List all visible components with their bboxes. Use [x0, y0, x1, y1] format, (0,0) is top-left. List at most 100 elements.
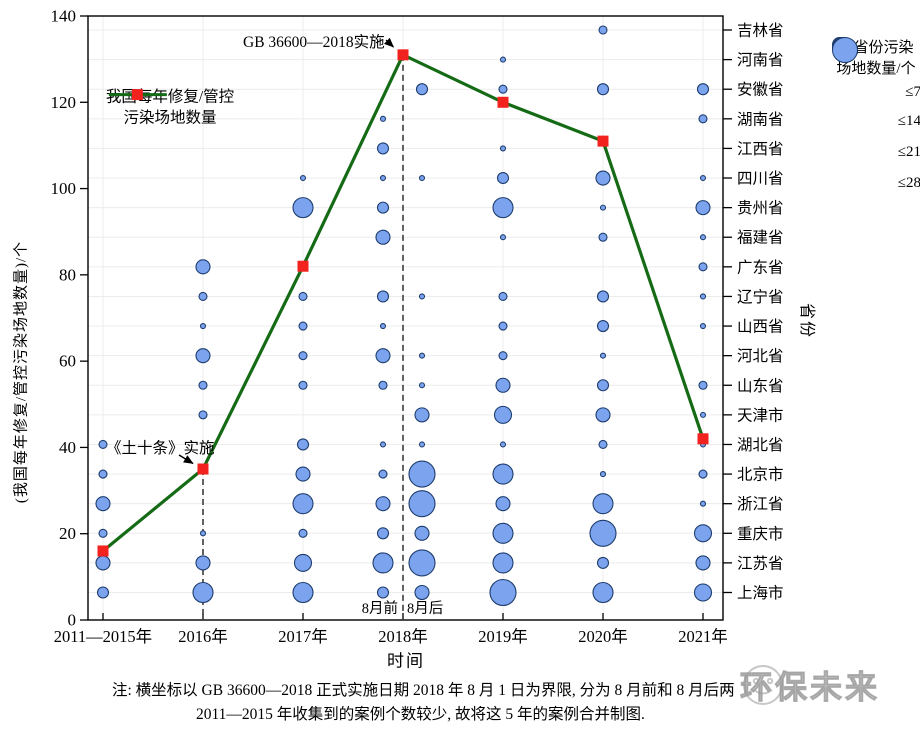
province-label: 重庆市 [737, 525, 784, 543]
bubble-2017年-浙江省 [292, 493, 314, 515]
bubble-2018年 8月前-辽宁省 [376, 290, 390, 303]
bubble-2017年-重庆市 [298, 528, 308, 538]
bubble-2018年 8月前-山东省 [378, 380, 388, 390]
bubble-2016年-天津市 [198, 410, 208, 420]
bubble-2016年-山西省 [199, 322, 207, 330]
bubble-2021年-山西省 [699, 322, 707, 330]
bubble-2020年-上海市 [592, 581, 614, 604]
x-tick-label: 2020年 [578, 627, 628, 646]
bubble-2018年 8月前-福建省 [375, 229, 391, 245]
x-tick-label: 2016年 [178, 627, 228, 646]
bubble-2021年-北京市 [698, 469, 708, 479]
bubble-2018年 8月前-浙江省 [375, 496, 391, 512]
bubble-2018年 8月后-天津市 [414, 407, 430, 423]
x-tick-label: 2011—2015年 [54, 627, 152, 646]
bubble-2019年-湖北省 [499, 441, 507, 448]
bubble-2019年-四川省 [496, 171, 510, 185]
line-legend-text-2: 污染场地数量 [123, 109, 217, 127]
bubble-2020年-北京市 [599, 471, 607, 478]
bubble-2020年-山东省 [596, 379, 610, 392]
bubble-2016年-重庆市 [199, 530, 207, 537]
province-label: 安徽省 [737, 81, 784, 99]
line-marker [197, 463, 209, 475]
bubble-2016年-山东省 [198, 380, 208, 390]
bubble-2020年-四川省 [595, 170, 611, 186]
bubble-2020年-江苏省 [596, 556, 610, 569]
bubble-2020年-浙江省 [592, 493, 614, 515]
bubble-2020年-辽宁省 [596, 290, 610, 303]
bubble-2011—2015年-江苏省 [95, 555, 111, 571]
bubble-2018年 8月前-江西省 [376, 142, 390, 155]
bubble-legend-label: ≤14 [897, 113, 920, 129]
bubble-2017年-北京市 [295, 466, 311, 482]
right-axis-title: 省份 [798, 302, 815, 340]
bubble-2018年 8月后-北京市 [408, 460, 436, 488]
bubble-2011—2015年-重庆市 [98, 528, 108, 538]
bubble-legend-circle-icon [832, 37, 858, 63]
bubble-2021年-安徽省 [696, 83, 710, 96]
bubble-2011—2015年-北京市 [98, 469, 108, 479]
bubble-2018年 8月后-湖北省 [418, 441, 426, 448]
bubble-2020年-湖北省 [598, 439, 608, 450]
bubble-2021年-湖南省 [698, 114, 708, 124]
bubble-2018年 8月后-上海市 [414, 584, 430, 601]
bubble-legend-item: ≤7 [831, 37, 920, 101]
bubble-2011—2015年-湖北省 [98, 439, 108, 450]
y-tick-label: 140 [51, 7, 77, 26]
bubble-2018年 8月前-上海市 [376, 586, 390, 599]
bubble-2011—2015年-浙江省 [95, 496, 111, 512]
bubble-2018年 8月后-安徽省 [415, 83, 429, 96]
bubble-legend-label: ≤7 [905, 84, 920, 100]
bubble-2019年-浙江省 [495, 496, 511, 512]
bubble-2019年-江西省 [499, 145, 507, 152]
bubble-2016年-广东省 [195, 259, 211, 275]
y-axis-title: (我国每年修复/管控污染场地数量)/个 [13, 240, 30, 504]
bubble-2019年-贵州省 [492, 197, 514, 219]
bubble-2016年-辽宁省 [198, 291, 208, 301]
bubble-2020年-贵州省 [599, 204, 607, 211]
province-label: 福建省 [737, 229, 784, 247]
bubble-2019年-山西省 [498, 321, 508, 331]
watermark-text: 环保未来 [739, 669, 881, 706]
x-axis-title: 时间 [387, 651, 425, 671]
annotation-tushitiao: 《土十条》实施 [106, 440, 215, 457]
bubble-2021年-江苏省 [695, 555, 711, 571]
bubble-2019年-上海市 [489, 578, 517, 607]
province-label: 北京市 [737, 466, 784, 484]
y-tick-label: 120 [51, 93, 77, 112]
plot-frame [87, 15, 724, 621]
bubble-2016年-上海市 [192, 581, 214, 604]
bubble-2021年-广东省 [698, 262, 708, 272]
bubble-2020年-吉林省 [598, 25, 608, 35]
province-label: 浙江省 [737, 495, 784, 513]
x-tick-label: 2017年 [278, 627, 328, 646]
bubble-2019年-山东省 [495, 377, 511, 393]
bubble-2021年-四川省 [699, 174, 707, 182]
province-label: 河南省 [737, 51, 784, 69]
bubble-2021年-浙江省 [699, 500, 707, 507]
province-label: 上海市 [737, 584, 784, 602]
bubble-2019年-福建省 [499, 234, 507, 241]
bubble-2017年-上海市 [292, 581, 314, 604]
province-label: 湖北省 [737, 436, 784, 454]
province-label: 湖南省 [737, 110, 784, 128]
y-tick-label: 60 [59, 352, 76, 371]
bubble-2021年-重庆市 [693, 524, 713, 543]
bubble-2018年 8月前-四川省 [379, 174, 387, 182]
bubble-2020年-河北省 [599, 352, 607, 359]
y-tick-label: 0 [68, 611, 77, 630]
line-sample-icon [108, 89, 167, 101]
line-marker [597, 135, 609, 147]
bubble-2018年 8月后-重庆市 [414, 525, 430, 541]
bubble-2017年-湖北省 [296, 438, 310, 451]
bubble-2020年-山西省 [596, 319, 610, 333]
label-august-after: 8月后 [407, 601, 444, 617]
bubble-2019年-辽宁省 [498, 291, 508, 301]
bubble-2018年 8月前-湖北省 [379, 441, 387, 448]
bubble-2019年-河北省 [498, 351, 508, 361]
province-label: 辽宁省 [737, 288, 784, 306]
bubble-legend-label: ≤21 [897, 144, 920, 160]
province-label: 山东省 [737, 377, 784, 395]
